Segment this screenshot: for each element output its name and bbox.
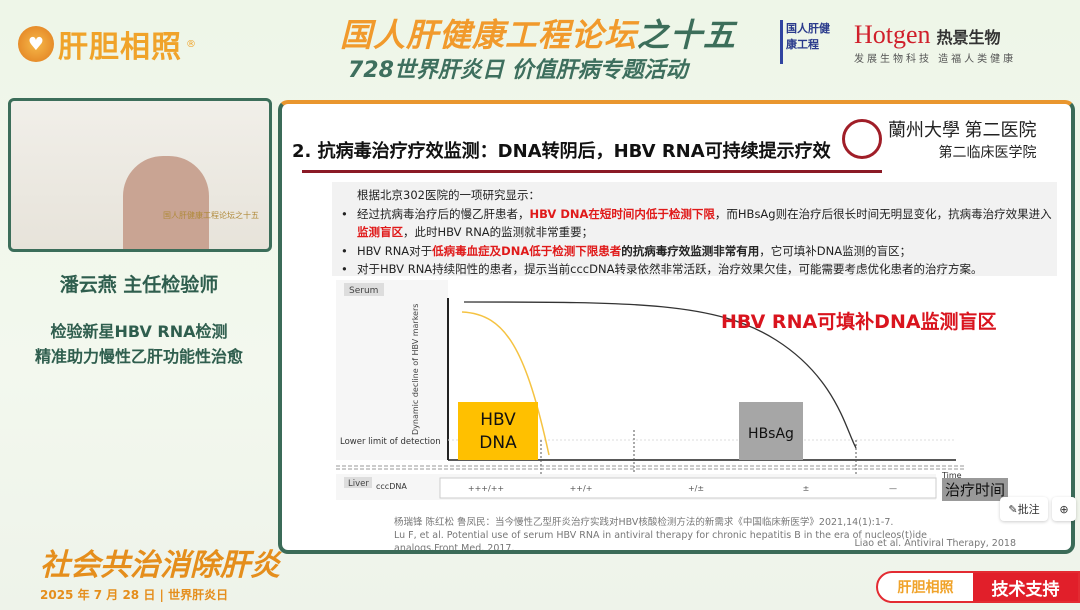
speaker-avatar	[123, 156, 209, 249]
zoom-in-icon: ⊕	[1059, 502, 1069, 516]
event-title: 国人肝健康工程论坛之十五	[340, 10, 736, 56]
highlight: 低病毒血症及DNA低于检测下限患者	[432, 243, 622, 258]
liver-label: Liver	[348, 479, 369, 489]
hbv-marker-figure: Serum Dynamic decline of HBV markers Low…	[336, 280, 997, 500]
partner-logo-hotgen: Hotgen 热景生物 发展生物科技 造福人类健康	[854, 20, 1016, 65]
text: HBV RNA对于	[357, 243, 433, 258]
heading-divider	[302, 170, 882, 173]
finding-1: 经过抗病毒治疗后的慢乙肝患者，HBV DNA在短时间内低于检测下限，而HBsAg…	[341, 205, 1057, 242]
serum-label: Serum	[349, 286, 378, 296]
cccdna-level: ++/+	[570, 484, 593, 493]
text: ，它可填补DNA监测的盲区；	[759, 243, 912, 258]
hbsag-label: HBsAg	[748, 426, 794, 442]
text: ，而HBsAg则在治疗后很长时间无明显变化，抗病毒治疗效果进入	[714, 206, 1052, 221]
liver-logo-icon: ♥	[18, 26, 54, 62]
finding-2: HBV RNA对于低病毒血症及DNA低于检测下限患者的抗病毒疗效监测非常有用，它…	[341, 242, 1057, 261]
hbv-dna-box	[458, 402, 538, 460]
cccdna-level: +++/++	[468, 484, 504, 493]
registered-mark: ®	[186, 38, 196, 50]
speaker-name: 潘云燕 主任检验师	[59, 274, 219, 296]
presentation-slide: 2. 抗病毒治疗疗效监测：DNA转阴后，HBV RNA可持续提示疗效 蘭州大學 …	[278, 100, 1075, 554]
partner-logo-liver-project: 国人肝健康工程	[780, 20, 838, 64]
annotate-button[interactable]: ✎ 批注	[1000, 497, 1048, 521]
citation-3: Liao et al. Antiviral Therapy, 2018	[854, 538, 1016, 549]
institution-line1: 蘭州大學 第二医院	[888, 120, 1037, 140]
citations: 杨瑞锋 陈红松 鲁凤民：当今慢性乙型肝炎治疗实践对HBV核酸检测方法的新需求《中…	[394, 516, 954, 554]
hotgen-cn-name: 热景生物	[936, 28, 1001, 47]
finding-3: 对于HBV RNA持续阳性的患者，提示当前cccDNA转录依然非常活跃，治疗效果…	[341, 260, 1057, 279]
pen-icon: ✎	[1008, 502, 1018, 516]
citation-1: 杨瑞锋 陈红松 鲁凤民：当今慢性乙型肝炎治疗实践对HBV核酸检测方法的新需求《中…	[394, 517, 894, 528]
highlight: HBV DNA在短时间内低于检测下限	[529, 206, 715, 221]
talk-topic-line1: 检验新星HBV RNA检测	[50, 322, 228, 341]
event-subtitle: 728世界肝炎日 价值肝病专题活动	[348, 58, 688, 83]
partner-logos: 国人肝健康工程 Hotgen 热景生物 发展生物科技 造福人类健康	[780, 20, 1016, 65]
slogan-date: 2025 年 7 月 28 日 | 世界肝炎日	[40, 588, 229, 602]
bold-text: 的抗病毒疗效监测非常有用	[621, 243, 760, 258]
lld-label: Lower limit of detection	[340, 437, 441, 447]
text: 经过抗病毒治疗后的慢乙肝患者，	[357, 206, 530, 221]
event-title-suffix: 之十五	[637, 16, 737, 54]
findings-box: 根据北京302医院的一项研究显示： 经过抗病毒治疗后的慢乙肝患者，HBV DNA…	[332, 182, 1057, 279]
tech-support-label: 技术支持	[973, 573, 1078, 601]
event-title-main: 国人肝健康工程论坛	[340, 16, 638, 54]
annotate-label: 批注	[1017, 503, 1040, 516]
liver-tag	[344, 477, 372, 488]
treatment-time-label: 治疗时间	[942, 478, 1009, 501]
highlight: 监测盲区	[357, 225, 403, 239]
university-seal-icon	[842, 119, 882, 159]
hotgen-slogan: 发展生物科技 造福人类健康	[854, 54, 1017, 65]
brand-name: 肝胆相照	[58, 30, 182, 65]
speaker-video: 国人肝健康工程论坛之十五	[8, 98, 272, 252]
slide-heading: 2. 抗病毒治疗疗效监测：DNA转阴后，HBV RNA可持续提示疗效	[292, 141, 831, 162]
institution-line2: 第二临床医学院	[938, 146, 1037, 161]
serum-tag	[344, 283, 384, 296]
zoom-in-button[interactable]: ⊕	[1052, 497, 1076, 521]
campaign-slogan: 社会共治消除肝炎 2025 年 7 月 28 日 | 世界肝炎日	[40, 540, 280, 603]
slogan-text: 社会共治消除肝炎	[40, 548, 280, 583]
citation-2: Lu F, et al. Potential use of serum HBV …	[394, 530, 927, 554]
cccdna-level: —	[889, 484, 897, 493]
hbsag-curve	[463, 301, 857, 449]
tech-brand: 肝胆相照	[897, 580, 954, 596]
lanzhou-university-logo: 蘭州大學 第二医院第二临床医学院	[842, 116, 1037, 162]
label-column	[336, 280, 448, 460]
cccdna-bar	[439, 477, 937, 499]
time-label: Time	[941, 471, 962, 480]
hbv-dna-label: HBV	[480, 410, 516, 430]
text: ，此时HBV RNA的监测就非常重要；	[403, 225, 594, 239]
hotgen-name: Hotgen	[854, 20, 931, 49]
cccdna-label: cccDNA	[376, 482, 407, 491]
cccdna-level: +/±	[688, 484, 704, 493]
talk-topic-line2: 精准助力慢性乙肝功能性治愈	[34, 347, 243, 366]
tech-support-badge: 肝胆相照 技术支持	[876, 571, 1080, 603]
y-axis-label: Dynamic decline of HBV markers	[411, 304, 420, 435]
cccdna-level: ±	[803, 484, 810, 493]
brand-logo: ♥ 肝胆相照 ®	[18, 22, 196, 66]
hbv-dna-curve	[461, 311, 550, 456]
callout-text: HBV RNA可填补DNA监测盲区	[721, 310, 997, 333]
hbsag-box	[739, 402, 803, 460]
video-backdrop-caption: 国人肝健康工程论坛之十五	[163, 211, 259, 220]
hbv-dna-label: DNA	[479, 433, 517, 453]
findings-intro: 根据北京302医院的一项研究显示：	[357, 188, 540, 202]
